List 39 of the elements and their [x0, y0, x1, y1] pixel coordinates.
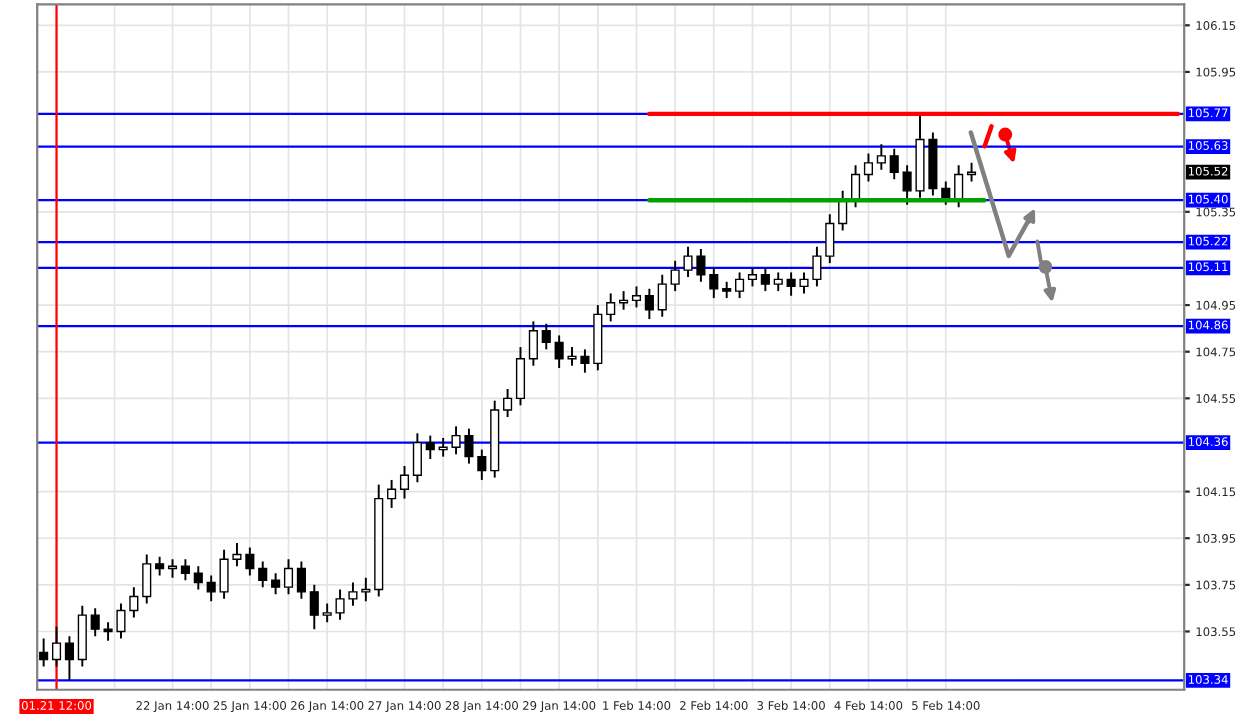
candlestick [258, 560, 268, 589]
candlestick [90, 607, 100, 638]
candlestick [773, 271, 783, 293]
candlestick [863, 152, 874, 183]
candlestick [180, 558, 190, 582]
candlestick [155, 555, 165, 577]
candlestick [206, 574, 216, 603]
candlestick [876, 143, 886, 171]
candlestick [193, 565, 203, 591]
candlestick [387, 478, 397, 509]
candlestick [64, 635, 74, 682]
candlestick [747, 266, 758, 288]
candlestick [39, 637, 49, 668]
candlestick [606, 292, 616, 323]
candlestick [296, 560, 306, 600]
candlestick [399, 464, 410, 500]
candlestick [77, 604, 87, 668]
candlestick [644, 287, 654, 321]
candlestick [412, 432, 422, 484]
candlestick [825, 213, 835, 265]
candlestick [425, 434, 435, 460]
candlestick [142, 553, 152, 605]
candlestick [966, 161, 977, 183]
candlestick [477, 448, 487, 481]
candlestick [503, 388, 513, 418]
candlestick [541, 322, 551, 351]
candlestick [309, 583, 319, 631]
candlestick [283, 558, 294, 596]
candlestick [515, 346, 526, 407]
candlestick [657, 273, 667, 318]
candlestick [167, 558, 178, 579]
candlestick [631, 285, 642, 309]
candlestick [528, 320, 538, 367]
candlestick [889, 147, 899, 181]
candlestick [735, 271, 745, 300]
candlestick [709, 266, 719, 300]
candlestick [760, 266, 770, 293]
candlestick [51, 625, 62, 668]
candlestick [271, 572, 281, 596]
